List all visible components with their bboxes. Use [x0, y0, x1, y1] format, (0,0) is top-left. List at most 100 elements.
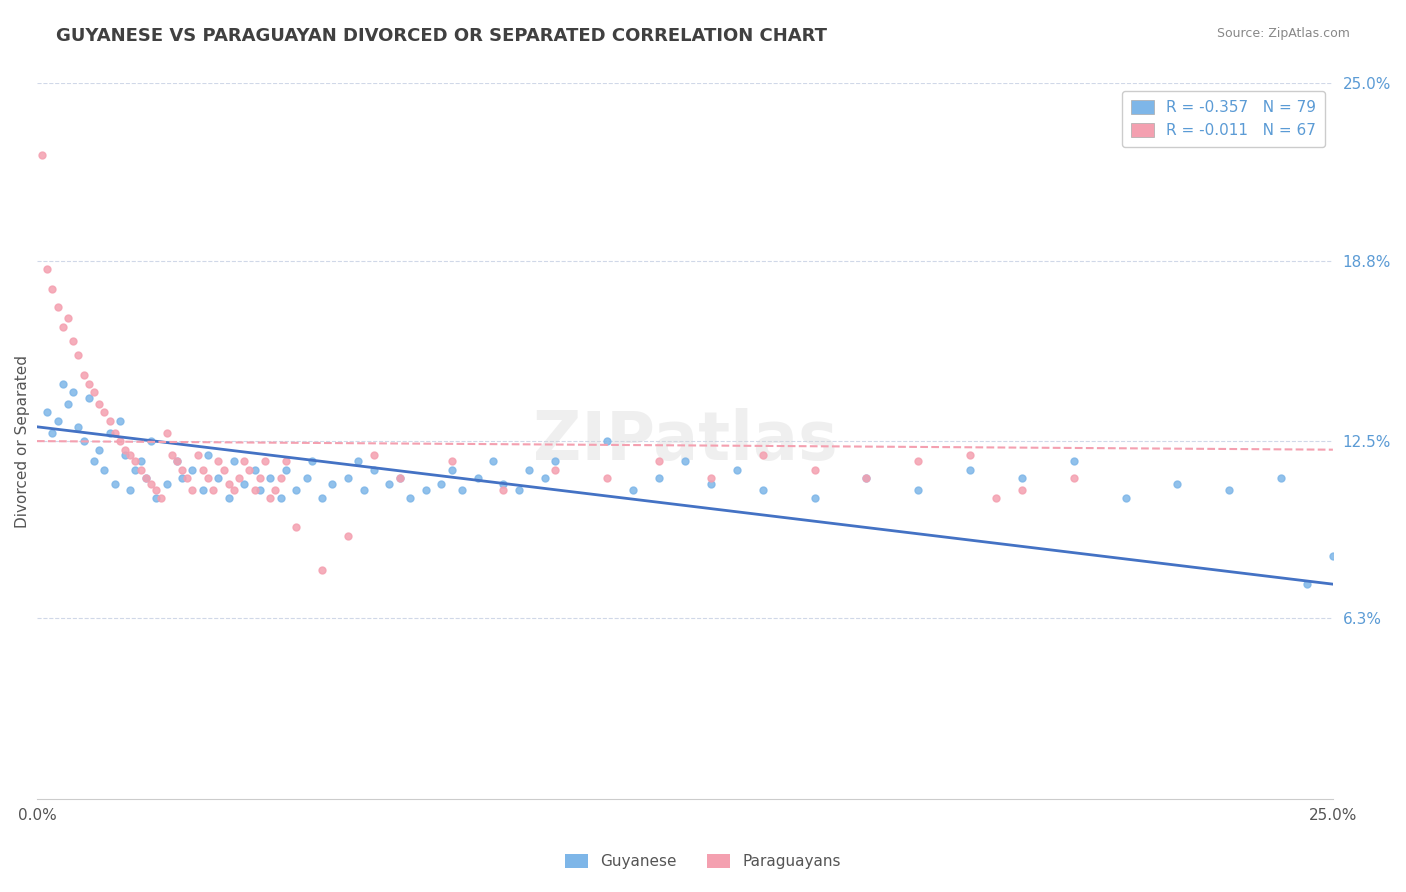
Point [751, 483, 773, 497]
Point [222, 483, 245, 497]
Point [363, 463, 385, 477]
Point [321, 477, 343, 491]
Text: ZIPatlas: ZIPatlas [533, 409, 837, 475]
Point [172, 463, 194, 477]
Point [1166, 477, 1188, 491]
Point [596, 434, 619, 449]
Point [238, 463, 260, 477]
Point [129, 463, 152, 477]
Legend: Guyanese, Paraguayans: Guyanese, Paraguayans [560, 848, 846, 875]
Point [467, 471, 489, 485]
Point [430, 477, 453, 491]
Point [725, 463, 748, 477]
Point [160, 449, 183, 463]
Point [108, 434, 131, 449]
Point [274, 463, 297, 477]
Point [285, 483, 308, 497]
Point [114, 442, 136, 457]
Point [93, 463, 115, 477]
Point [519, 463, 541, 477]
Point [243, 483, 266, 497]
Point [1011, 471, 1033, 485]
Point [270, 491, 292, 506]
Point [83, 385, 105, 400]
Point [534, 471, 557, 485]
Point [104, 425, 127, 440]
Point [596, 471, 619, 485]
Point [1270, 471, 1292, 485]
Point [124, 463, 146, 477]
Point [218, 491, 240, 506]
Point [120, 483, 142, 497]
Point [212, 463, 235, 477]
Point [855, 471, 877, 485]
Point [1063, 454, 1085, 468]
Point [46, 414, 69, 428]
Point [197, 471, 219, 485]
Point [803, 491, 825, 506]
Point [172, 471, 194, 485]
Point [72, 368, 94, 383]
Point [249, 483, 271, 497]
Point [155, 477, 177, 491]
Point [347, 454, 370, 468]
Point [378, 477, 401, 491]
Point [181, 483, 204, 497]
Point [451, 483, 474, 497]
Point [145, 483, 167, 497]
Point [37, 405, 59, 419]
Point [150, 491, 173, 506]
Point [207, 454, 229, 468]
Point [285, 520, 308, 534]
Point [336, 528, 359, 542]
Point [41, 282, 63, 296]
Point [52, 376, 75, 391]
Point [139, 434, 162, 449]
Point [508, 483, 530, 497]
Point [388, 471, 411, 485]
Point [222, 454, 245, 468]
Text: GUYANESE VS PARAGUAYAN DIVORCED OR SEPARATED CORRELATION CHART: GUYANESE VS PARAGUAYAN DIVORCED OR SEPAR… [56, 27, 827, 45]
Point [259, 491, 281, 506]
Point [207, 471, 229, 485]
Point [363, 449, 385, 463]
Point [621, 483, 644, 497]
Point [648, 454, 671, 468]
Point [67, 348, 90, 362]
Point [187, 449, 209, 463]
Point [264, 483, 287, 497]
Point [139, 477, 162, 491]
Point [440, 454, 463, 468]
Point [176, 471, 198, 485]
Point [93, 405, 115, 419]
Point [77, 376, 100, 391]
Point [388, 471, 411, 485]
Point [89, 397, 111, 411]
Point [233, 477, 256, 491]
Point [77, 391, 100, 405]
Point [67, 419, 90, 434]
Point [959, 449, 981, 463]
Text: Source: ZipAtlas.com: Source: ZipAtlas.com [1216, 27, 1350, 40]
Point [254, 454, 277, 468]
Point [233, 454, 256, 468]
Point [202, 483, 225, 497]
Point [259, 471, 281, 485]
Point [197, 449, 219, 463]
Point [907, 454, 929, 468]
Point [249, 471, 271, 485]
Point [492, 483, 515, 497]
Point [37, 262, 59, 277]
Point [803, 463, 825, 477]
Point [145, 491, 167, 506]
Point [62, 385, 84, 400]
Point [120, 449, 142, 463]
Point [984, 491, 1007, 506]
Point [415, 483, 437, 497]
Point [751, 449, 773, 463]
Point [270, 471, 292, 485]
Point [301, 454, 323, 468]
Point [274, 454, 297, 468]
Point [1011, 483, 1033, 497]
Point [124, 454, 146, 468]
